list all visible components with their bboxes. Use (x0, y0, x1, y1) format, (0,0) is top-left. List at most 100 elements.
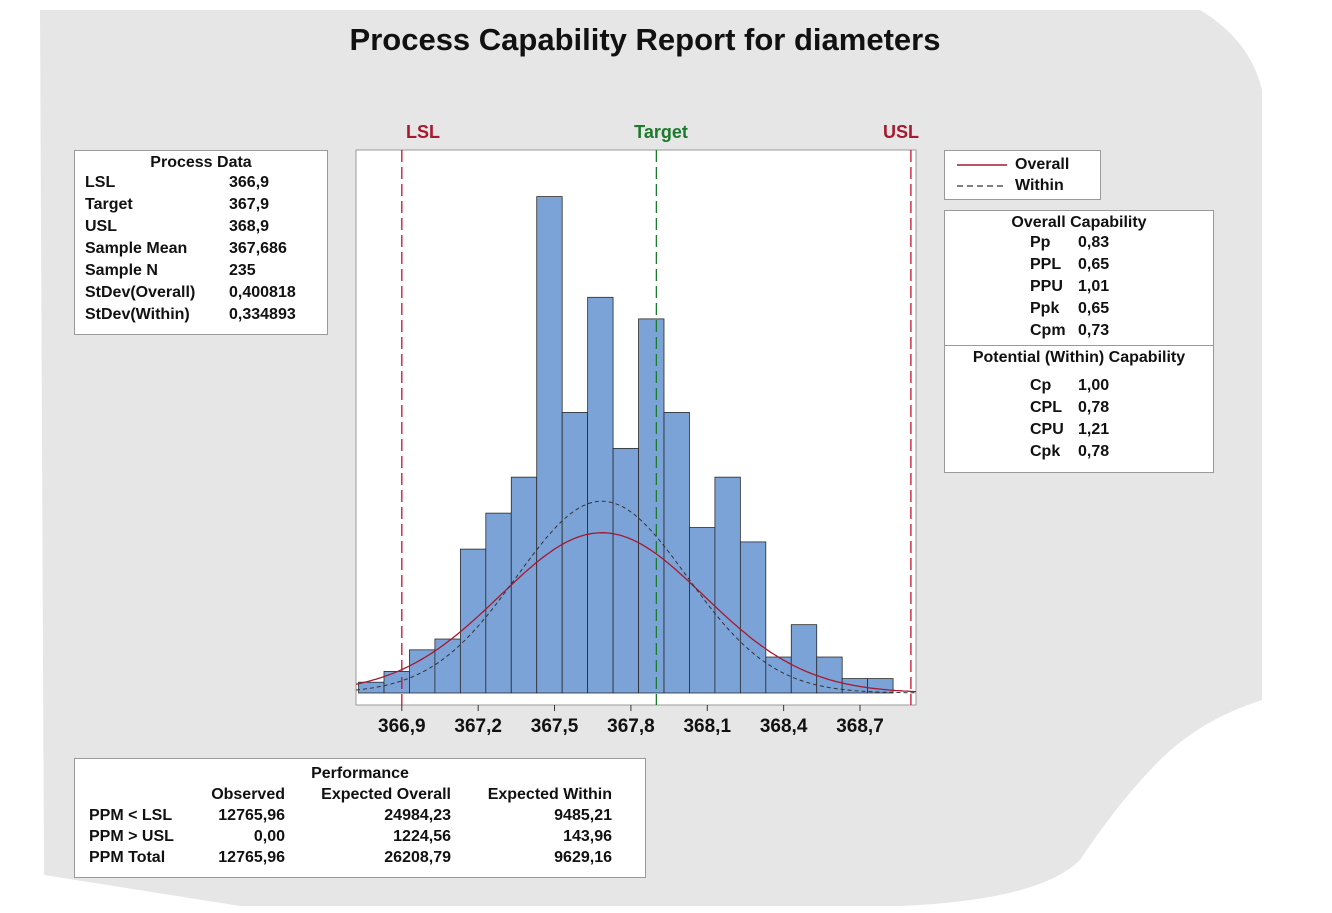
capability-row: Cpm 0,73 (945, 320, 1213, 342)
capability-label: PPL (1030, 256, 1062, 273)
x-tick-label: 367,5 (531, 716, 579, 737)
overall-curve (355, 532, 917, 693)
histogram-bar (510, 476, 538, 694)
capability-value: 0,83 (1078, 234, 1110, 251)
histogram-bar (536, 196, 563, 694)
capability-label: CPL (1030, 399, 1062, 416)
capability-row: Cp 1,00 (945, 375, 1213, 397)
process-data-label: StDev(Overall) (85, 284, 196, 301)
capability-value: 0,78 (1078, 443, 1110, 460)
capability-box: Overall Capability Pp 0,83 PPL 0,65 PPU 1,0… (944, 210, 1214, 473)
row-label: PPM < LSL (89, 807, 173, 824)
histogram-bar (689, 527, 716, 694)
capability-value: 1,00 (1078, 377, 1110, 394)
process-data-label: StDev(Within) (85, 306, 190, 323)
row-label: PPM > USL (89, 828, 174, 845)
histogram-bar (638, 318, 665, 694)
legend-item-within: Within (945, 175, 1100, 196)
histogram-bar (409, 649, 436, 694)
x-tick-label: 368,7 (836, 716, 884, 737)
histogram-bar (714, 476, 741, 694)
process-data-box: Process Data LSL 366,9 Target 367,9 USL 368… (74, 150, 328, 335)
column-header: Expected Within (487, 786, 612, 803)
overall-capability-header: Overall Capability (1011, 214, 1147, 231)
histogram-bar (561, 412, 589, 694)
performance-header: Performance (311, 765, 409, 782)
within-curve (355, 500, 916, 694)
histogram-bar (867, 678, 894, 694)
histogram-bar (587, 296, 614, 694)
cell-expected-within: 9485,21 (554, 807, 612, 824)
process-data-value: 0,400818 (229, 284, 296, 301)
column-header: Expected Overall (321, 786, 451, 803)
capability-value: 0,73 (1078, 322, 1110, 339)
process-data-row: StDev(Overall) 0,400818 (75, 282, 327, 304)
within-capability-header: Potential (Within) Capability (972, 349, 1186, 366)
x-tick-label: 367,2 (454, 716, 502, 737)
histogram-bar (485, 512, 512, 694)
capability-value: 0,78 (1078, 399, 1110, 416)
table-row: PPM > USL 0,00 1224,56 143,96 (75, 826, 620, 847)
capability-value: 0,65 (1078, 300, 1110, 317)
process-data-row: Target 367,9 (75, 194, 327, 216)
lsl-label: LSL (406, 122, 440, 142)
histogram-bar (434, 638, 461, 694)
process-data-label: Sample Mean (85, 240, 188, 257)
capability-value: 1,01 (1078, 278, 1110, 295)
cell-observed: 12765,96 (218, 849, 285, 866)
legend-item-overall: Overall (945, 154, 1100, 175)
process-data-value: 368,9 (229, 218, 270, 235)
capability-histogram: 366,9 367,2 367,5 367,8 368,1 368,4 368,7 (355, 149, 917, 737)
overall-capability-section: Overall Capability Pp 0,83 PPL 0,65 PPU 1,0… (945, 211, 1213, 346)
process-data-row: USL 368,9 (75, 216, 327, 238)
capability-label: Cp (1030, 377, 1052, 394)
table-row: PPM Total 12765,96 26208,79 9629,16 (75, 847, 620, 868)
performance-header-row: Observed Expected Overall Expected Withi… (75, 784, 620, 805)
solid-line-icon (957, 163, 1007, 166)
legend-label-within: Within (1015, 177, 1064, 194)
column-header: Observed (211, 786, 285, 803)
process-data-value: 235 (229, 262, 256, 279)
histogram-bar (816, 656, 843, 694)
within-capability-section: Potential (Within) Capability Cp 1,00 CPL… (945, 346, 1213, 463)
capability-label: Cpm (1030, 322, 1066, 339)
capability-row: PPL 0,65 (945, 254, 1213, 276)
row-label: PPM Total (89, 849, 166, 866)
dashed-line-icon (957, 184, 1007, 187)
capability-label: CPU (1030, 421, 1064, 438)
process-data-row: LSL 366,9 (75, 172, 327, 194)
performance-box: Performance Observed Expected Overall Ex… (74, 758, 646, 878)
target-label: Target (634, 122, 688, 142)
histogram-bar (663, 412, 690, 694)
histogram-bar (739, 541, 767, 694)
capability-row: Pp 0,83 (945, 232, 1213, 254)
process-data-row: StDev(Within) 0,334893 (75, 304, 327, 326)
x-tick-label: 367,8 (607, 716, 655, 737)
table-row: PPM < LSL 12765,96 24984,23 9485,21 (75, 805, 620, 826)
cell-expected-within: 9629,16 (554, 849, 612, 866)
process-data-value: 367,9 (229, 196, 270, 213)
process-data-value: 367,686 (229, 240, 287, 257)
cell-observed: 12765,96 (218, 807, 285, 824)
capability-label: Cpk (1030, 443, 1061, 460)
legend-box: Overall Within (944, 150, 1101, 200)
cell-expected-within: 143,96 (563, 828, 612, 845)
process-data-label: USL (85, 218, 117, 235)
cell-expected-overall: 24984,23 (384, 807, 451, 824)
process-data-label: LSL (85, 174, 116, 191)
cell-expected-overall: 26208,79 (384, 849, 451, 866)
report-title: Process Capability Report for diameters (349, 22, 941, 57)
capability-value: 0,65 (1078, 256, 1110, 273)
x-tick-label: 368,1 (683, 716, 731, 737)
process-data-value: 0,334893 (229, 306, 296, 323)
capability-row: Cpk 0,78 (945, 441, 1213, 463)
cell-expected-overall: 1224,56 (393, 828, 451, 845)
histogram-bar (790, 624, 818, 694)
capability-label: Pp (1030, 234, 1051, 251)
process-data-row: Sample Mean 367,686 (75, 238, 327, 260)
performance-table: Observed Expected Overall Expected Withi… (75, 784, 620, 868)
capability-label: Ppk (1030, 300, 1060, 317)
process-data-header: Process Data (150, 154, 252, 171)
histogram-bar (612, 447, 639, 694)
x-tick-label: 368,4 (760, 716, 808, 737)
